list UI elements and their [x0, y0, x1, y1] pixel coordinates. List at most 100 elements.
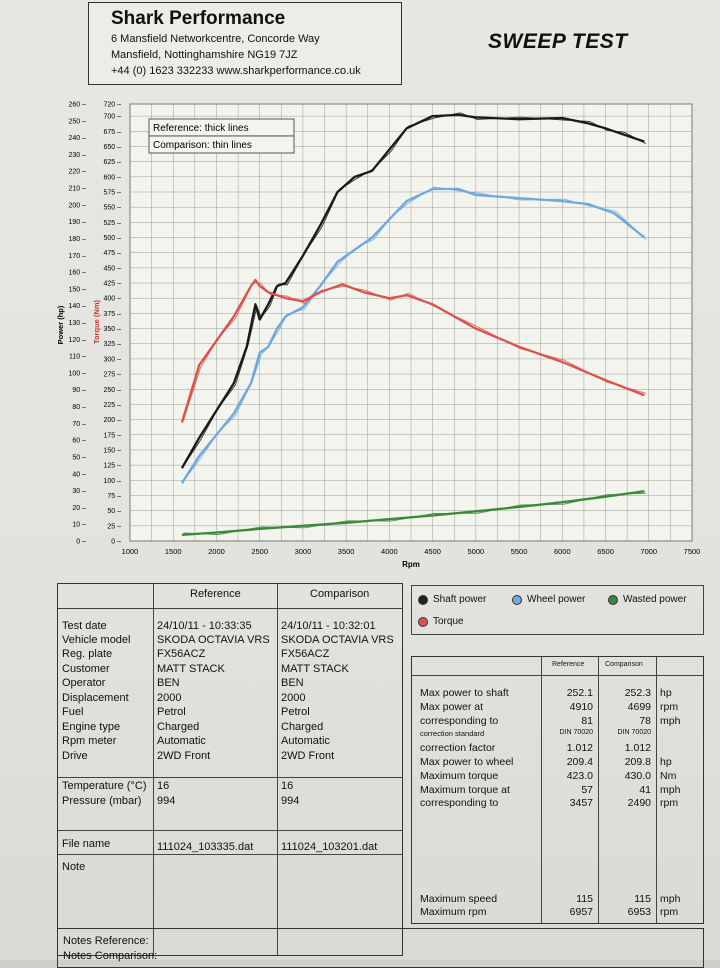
x-tick-label: 2000: [208, 547, 225, 556]
result-cmp-value: 209.8: [624, 756, 651, 768]
max-speed-unit: mph: [660, 893, 681, 905]
torque-tick-label: 425 –: [103, 281, 121, 288]
power-tick-label: 200 –: [68, 202, 86, 209]
torque-tick-label: 625 –: [103, 159, 121, 166]
x-tick-label: 4500: [424, 547, 441, 556]
max-rpm-unit: rpm: [660, 906, 679, 918]
torque-tick-label: 200 –: [103, 417, 121, 424]
x-tick-label: 6500: [597, 547, 614, 556]
results-head-comparison: Comparison: [605, 661, 643, 668]
power-tick-label: 50 –: [72, 454, 86, 461]
torque-tick-label: 550 –: [103, 205, 121, 212]
file-name-label: File name: [62, 838, 111, 850]
legend: Shaft power Wheel power Wasted power Tor…: [411, 585, 704, 635]
legend-wasted-power: Wasted power: [608, 594, 687, 605]
result-label: Max power at: [420, 701, 484, 713]
x-tick-label: 1500: [165, 547, 182, 556]
torque-tick-label: 650 –: [103, 144, 121, 151]
info-label: Engine type: [62, 721, 121, 733]
torque-tick-label: 175 –: [103, 432, 121, 439]
power-tick-label: 10 –: [72, 522, 86, 529]
series-shaft-power-reference: [180, 113, 645, 469]
info-cmp-value: SKODA OCTAVIA VRS: [281, 634, 394, 646]
result-cmp-value: 4699: [627, 701, 651, 713]
info-label: Operator: [62, 677, 106, 689]
torque-tick-label: 450 –: [103, 265, 121, 272]
torque-tick-label: 250 –: [103, 387, 121, 394]
notes-comparison: Notes Comparison:: [63, 950, 158, 962]
result-ref-value: 57: [581, 784, 593, 796]
power-tick-label: 210 –: [68, 186, 86, 193]
power-tick-label: 70 –: [72, 421, 86, 428]
result-cmp-value: 1.012: [624, 742, 651, 754]
x-tick-label: 3000: [295, 547, 312, 556]
info-cmp-value: FX56ACZ: [281, 648, 330, 660]
power-tick-label: 190 –: [68, 219, 86, 226]
info-label: Reg. plate: [62, 648, 113, 660]
company-name: Shark Performance: [111, 8, 286, 29]
result-cmp-value: DIN 70020: [617, 729, 651, 736]
power-tick-label: 160 –: [68, 270, 86, 277]
info-ref-value: MATT STACK: [157, 663, 225, 675]
max-speed-label: Maximum speed: [420, 893, 498, 905]
info-cmp-value: MATT STACK: [281, 663, 349, 675]
x-tick-label: 5500: [511, 547, 528, 556]
x-tick-label: 4000: [381, 547, 398, 556]
torque-tick-label: 400 –: [103, 296, 121, 303]
result-cmp-value: 252.3: [624, 687, 651, 699]
results-head-reference: Reference: [552, 661, 585, 668]
info-ref-value: FX56ACZ: [157, 648, 206, 660]
torque-dot: [418, 616, 428, 627]
x-tick-label: 3500: [338, 547, 355, 556]
address-line-1: 6 Mansfield Networkcentre, Concorde Way: [111, 33, 320, 45]
power-tick-label: 40 –: [72, 471, 86, 478]
pressure-label: Pressure (mbar): [62, 795, 142, 807]
result-cmp-value: 430.0: [624, 770, 651, 782]
notes-box: Notes Reference: Notes Comparison:: [57, 928, 704, 968]
result-label: Max power to shaft: [420, 687, 509, 699]
info-label: Vehicle model: [62, 634, 131, 646]
info-cmp-value: Charged: [281, 721, 324, 733]
torque-tick-label: 150 –: [103, 447, 121, 454]
file-name-ref: 111024_103335.dat: [157, 841, 254, 853]
x-tick-label: 5000: [468, 547, 485, 556]
result-label: corresponding to: [420, 797, 499, 809]
power-tick-label: 0 –: [76, 539, 86, 546]
result-ref-value: 423.0: [566, 770, 593, 782]
power-tick-label: 100 –: [68, 370, 86, 377]
result-ref-value: 81: [581, 715, 593, 727]
info-head-comparison: Comparison: [310, 588, 370, 600]
info-cmp-value: 2000: [281, 692, 306, 704]
power-tick-label: 30 –: [72, 488, 86, 495]
info-ref-value: Petrol: [157, 706, 186, 718]
result-unit: mph: [660, 715, 681, 727]
result-label: Maximum torque: [420, 770, 499, 782]
result-label: correction standard: [420, 729, 485, 738]
result-unit: rpm: [660, 797, 679, 809]
temperature-label: Temperature (°C): [62, 780, 147, 792]
power-axis-label: Power (hp): [56, 305, 65, 344]
temperature-cmp: 16: [281, 780, 294, 792]
result-cmp-value: 41: [639, 784, 651, 796]
info-ref-value: 2WD Front: [157, 750, 211, 762]
dyno-chart: 1000 1500 2000 2500 3000 3500 4000 4500 5000 5500…: [56, 102, 700, 570]
result-cmp-value: 2490: [627, 797, 651, 809]
power-tick-label: 20 –: [72, 505, 86, 512]
torque-tick-label: 700 –: [103, 114, 121, 121]
x-tick-label: 6000: [554, 547, 571, 556]
torque-tick-label: 720 –: [103, 102, 121, 109]
series-wheel-power-reference: [180, 187, 646, 484]
info-ref-value: 2000: [157, 692, 182, 704]
result-ref-value: 209.4: [566, 756, 593, 768]
temperature-ref: 16: [157, 780, 170, 792]
max-speed-ref: 115: [576, 893, 593, 905]
info-cmp-value: Petrol: [281, 706, 310, 718]
series-shaft-power-comparison: [183, 112, 647, 467]
company-header: Shark Performance 6 Mansfield Networkcen…: [88, 2, 402, 85]
torque-tick-label: 375 –: [103, 311, 121, 318]
info-cmp-value: 2WD Front: [281, 750, 335, 762]
x-axis-label: Rpm: [402, 560, 420, 569]
info-label: Displacement: [62, 692, 129, 704]
x-tick-label: 7000: [640, 547, 657, 556]
